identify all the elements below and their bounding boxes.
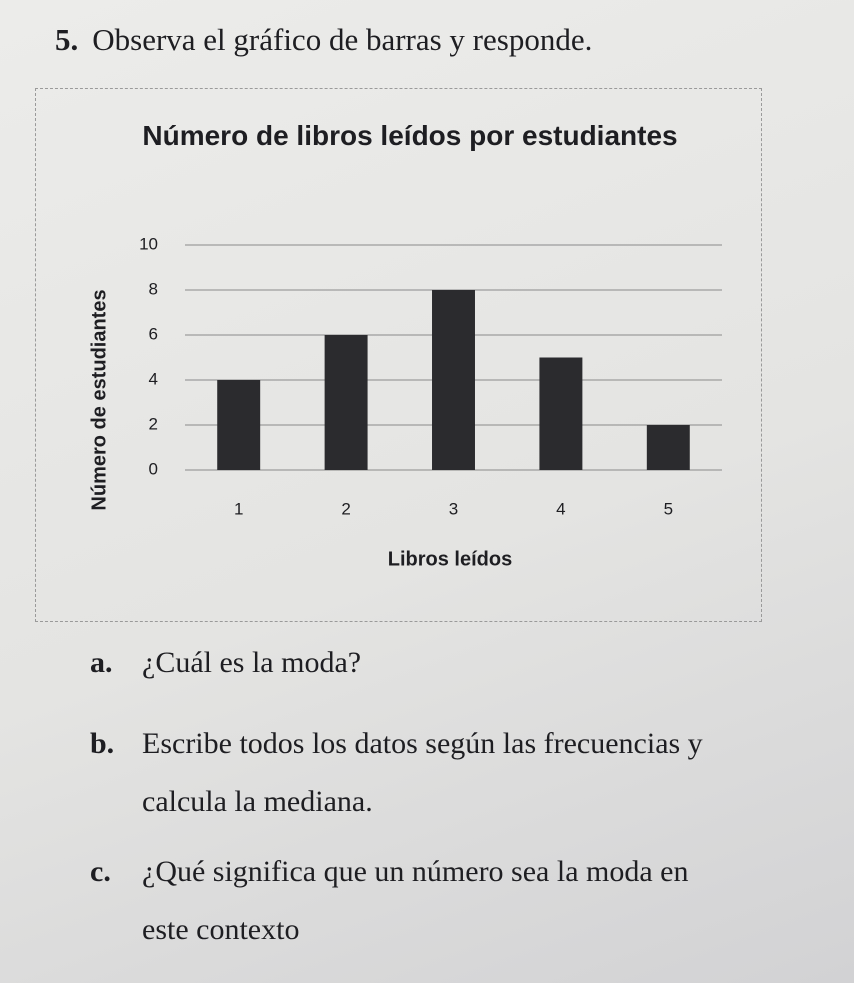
problem-header: 5. Observa el gráfico de barras y respond… bbox=[55, 22, 592, 58]
question: c. ¿Qué significa que un número sea la mo… bbox=[90, 843, 710, 959]
question-letter: a. bbox=[90, 646, 113, 679]
x-tick-label: 4 bbox=[556, 499, 565, 518]
instruction: Observa el gráfico de barras y responde. bbox=[92, 22, 593, 57]
y-tick-label: 6 bbox=[149, 324, 158, 343]
question-letter: c. bbox=[90, 855, 111, 888]
bar bbox=[432, 290, 475, 470]
problem-number: 5. bbox=[55, 22, 79, 57]
x-tick-label: 3 bbox=[449, 499, 458, 518]
question-text: ¿Cuál es la moda? bbox=[142, 646, 362, 679]
question-letter: b. bbox=[90, 727, 115, 760]
y-tick-label: 10 bbox=[139, 234, 158, 253]
question-text: Escribe todos los datos según las frecue… bbox=[142, 727, 703, 818]
y-tick-label: 4 bbox=[149, 369, 158, 388]
question: a. ¿Cuál es la moda? bbox=[90, 634, 710, 692]
chart-title: Número de libros leídos por estudiantes bbox=[142, 120, 678, 151]
bar bbox=[539, 357, 583, 470]
y-tick-label: 2 bbox=[149, 414, 158, 433]
x-tick-label: 5 bbox=[664, 499, 673, 518]
x-axis-label: Libros leídos bbox=[388, 548, 512, 570]
y-tick-label: 0 bbox=[149, 459, 158, 478]
bar bbox=[217, 380, 261, 470]
y-tick-label: 8 bbox=[149, 279, 158, 298]
bar bbox=[324, 335, 368, 470]
bar bbox=[646, 425, 690, 470]
chart-frame bbox=[35, 88, 762, 622]
y-axis-label: Número de estudiantes bbox=[88, 289, 110, 510]
question-text: ¿Qué significa que un número sea la moda… bbox=[142, 855, 689, 946]
x-tick-label: 2 bbox=[341, 499, 350, 518]
question: b. Escribe todos los datos según las frec… bbox=[90, 715, 710, 831]
x-tick-label: 1 bbox=[234, 499, 243, 518]
